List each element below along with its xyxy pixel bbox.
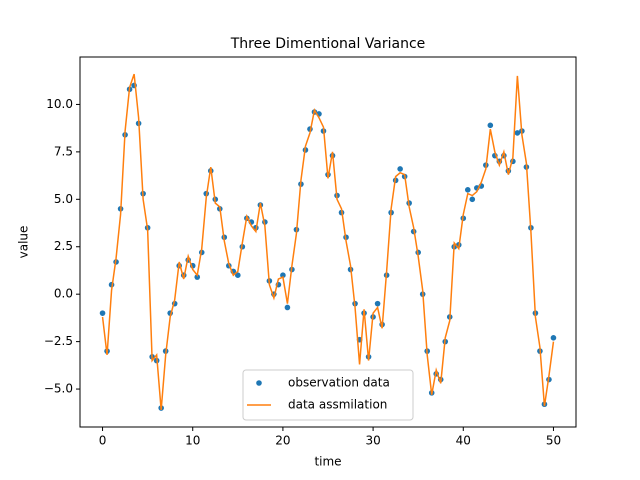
data-point xyxy=(464,187,471,193)
x-tick-label: 50 xyxy=(546,434,561,448)
data-point xyxy=(514,130,521,136)
data-point xyxy=(280,272,286,279)
x-tick-label: 0 xyxy=(99,434,107,448)
data-line xyxy=(101,73,555,410)
x-tick-label: 20 xyxy=(275,434,290,448)
legend-box xyxy=(242,369,414,421)
y-tick-label: 5.0 xyxy=(54,192,73,206)
data-point xyxy=(469,196,476,203)
data-point xyxy=(397,166,403,172)
data-point xyxy=(235,272,241,279)
y-tick-label: −5.0 xyxy=(44,382,73,396)
plot-area xyxy=(79,56,577,428)
y-tick-label: 10.0 xyxy=(46,97,73,111)
data-point xyxy=(374,300,381,307)
x-tick-label: 30 xyxy=(365,434,380,448)
chart-title: Three Dimentional Variance xyxy=(230,36,426,52)
y-tick-label: 2.5 xyxy=(54,239,73,253)
data-point xyxy=(487,122,494,129)
x-tick-label: 40 xyxy=(456,434,471,448)
x-axis-label: time xyxy=(314,455,341,469)
y-axis-label: value xyxy=(17,226,31,259)
data-point xyxy=(550,335,557,341)
y-tick-label: 0.0 xyxy=(54,287,73,301)
data-point xyxy=(284,304,291,311)
legend-label: data assmilation xyxy=(288,398,387,412)
data-point xyxy=(99,310,106,316)
x-tick-label: 10 xyxy=(185,434,200,448)
data-point xyxy=(194,274,201,280)
y-tick-label: −2.5 xyxy=(44,334,73,348)
legend-marker xyxy=(256,380,262,386)
legend-label: observation data xyxy=(288,376,390,390)
y-tick-label: 7.5 xyxy=(54,144,73,158)
